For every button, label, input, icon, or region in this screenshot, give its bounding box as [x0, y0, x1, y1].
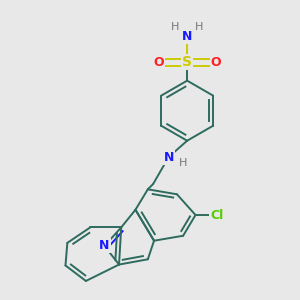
Text: N: N [99, 239, 110, 253]
Text: H: H [171, 22, 180, 32]
Text: H: H [195, 22, 203, 32]
Text: H: H [179, 158, 188, 168]
Text: O: O [153, 56, 164, 69]
Text: S: S [182, 56, 192, 69]
Text: O: O [211, 56, 221, 69]
Text: N: N [164, 151, 174, 164]
Text: Cl: Cl [210, 208, 223, 221]
Text: N: N [182, 30, 192, 43]
